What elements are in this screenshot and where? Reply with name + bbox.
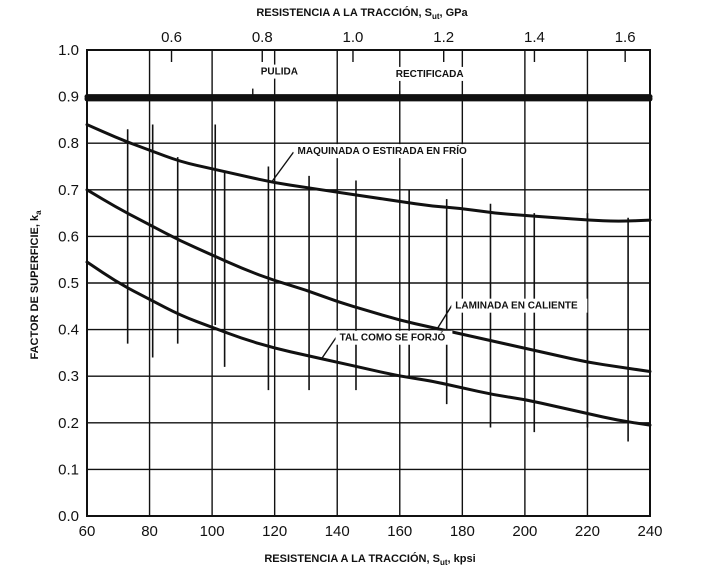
x-tick-label: 80 <box>141 523 158 540</box>
label-pulida: PULIDA <box>261 67 298 78</box>
label-forjada: TAL COMO SE FORJÓ <box>340 331 446 344</box>
label-laminada: LAMINADA EN CALIENTE <box>455 301 578 312</box>
x-tick-label: 220 <box>575 523 600 540</box>
x-tick-label: 60 <box>79 523 96 540</box>
top-x-tick-label: 1.0 <box>343 29 364 46</box>
x-tick-label: 160 <box>387 523 412 540</box>
x-tick-label: 140 <box>325 523 350 540</box>
x-tick-labels: 60 80 100 120 140 160 180 200 220 240 <box>79 523 663 540</box>
series-forjada <box>85 260 652 427</box>
label-maquinada: MAQUINADA O ESTIRADA EN FRÍO <box>298 144 467 157</box>
y-tick-label: 0.6 <box>58 228 79 245</box>
top-x-axis-title: RESISTENCIA A LA TRACCIÓN, Sut, GPa <box>256 6 468 21</box>
x-tick-label: 180 <box>450 523 475 540</box>
plot-frame <box>86 49 651 517</box>
y-tick-label: 0.4 <box>58 322 79 339</box>
y-axis-title: FACTOR DE SUPERFICIE, ka <box>29 210 43 360</box>
top-x-tick-label: 0.6 <box>161 29 182 46</box>
series-lines <box>84 94 653 427</box>
y-tick-label: 0.9 <box>58 89 79 106</box>
y-tick-label: 0.7 <box>58 182 79 199</box>
x-axis-title: RESISTENCIA A LA TRACCIÓN, Sut, kpsi <box>264 552 475 567</box>
x-tick-label: 120 <box>262 523 287 540</box>
top-x-tick-label: 0.8 <box>252 29 273 46</box>
x-tick-label: 240 <box>637 523 662 540</box>
label-backdrop <box>451 298 588 313</box>
label-rectificada: RECTIFICADA <box>396 69 464 80</box>
leader-line <box>270 151 295 183</box>
y-tick-labels: 0.0 0.1 0.2 0.3 0.4 0.5 0.6 0.7 0.8 0.9 1.0 <box>58 42 79 525</box>
y-tick-label: 0.2 <box>58 415 79 432</box>
series-laminada <box>85 188 652 374</box>
label-backdrop <box>293 144 481 159</box>
series-maquinada <box>85 123 652 223</box>
top-x-tick-label: 1.4 <box>524 29 545 46</box>
y-tick-label: 0.8 <box>58 135 79 152</box>
leader-line <box>436 304 453 330</box>
y-tick-label: 0.0 <box>58 508 79 525</box>
top-x-tick-labels: 0.6 0.8 1.0 1.2 1.4 1.6 <box>161 29 636 46</box>
y-tick-label: 0.1 <box>58 461 79 478</box>
top-x-tick-label: 1.2 <box>433 29 454 46</box>
top-x-tick-label: 1.6 <box>615 29 636 46</box>
grid <box>86 49 651 517</box>
leader-line <box>321 336 338 360</box>
x-tick-label: 100 <box>200 523 225 540</box>
y-tick-label: 1.0 <box>58 42 79 59</box>
label-backdrop <box>256 64 304 79</box>
y-tick-label: 0.5 <box>58 275 79 292</box>
annotations: PULIDA RECTIFICADA MAQUINADA O ESTIRADA EN… <box>252 64 588 360</box>
y-tick-label: 0.3 <box>58 368 79 385</box>
label-backdrop <box>335 330 453 345</box>
label-backdrop <box>391 66 471 81</box>
x-tick-label: 200 <box>512 523 537 540</box>
